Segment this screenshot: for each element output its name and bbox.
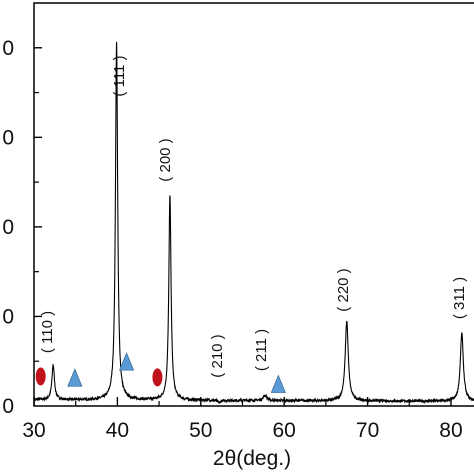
- x-tick-label: 40: [106, 419, 129, 442]
- x-tick-label: 70: [356, 419, 379, 442]
- y-tick-label: 0: [2, 395, 14, 418]
- diffraction-pattern-line: [33, 41, 474, 404]
- peak-labels: ( 110 ) ( 111 ) ( 200 ) ( 210 ) ( 211 ) ( 220…: [39, 55, 468, 377]
- red-ellipse-marker: [35, 367, 46, 386]
- y-tick-label: 0: [2, 305, 14, 328]
- peak-label: ( 111 ): [111, 55, 128, 96]
- x-tick-label: 60: [273, 419, 296, 442]
- x-tick-label: 30: [22, 419, 45, 442]
- peak-label: ( 220 ): [335, 268, 352, 311]
- plot-frame: [33, 2, 474, 407]
- axes: 30 40 50 60 70 80 0 0 0 0 0: [2, 2, 474, 442]
- peak-label: ( 200 ): [157, 138, 174, 181]
- y-tick-label: 0: [2, 37, 14, 60]
- y-tick-label: 0: [2, 216, 14, 239]
- peak-label: ( 311 ): [451, 277, 468, 319]
- blue-triangle-marker: [270, 374, 286, 393]
- blue-triangle-marker: [118, 352, 135, 371]
- peak-label: ( 210 ): [209, 334, 226, 377]
- peak-label: ( 211 ): [253, 329, 270, 371]
- phase-markers: [35, 352, 286, 393]
- x-tick-label: 50: [189, 419, 212, 442]
- peak-label: ( 110 ): [39, 311, 56, 353]
- x-axis-title: 2θ(deg.): [213, 447, 291, 470]
- blue-triangle-marker: [67, 368, 83, 387]
- x-tick-label: 80: [439, 419, 462, 442]
- y-tick-label: 0: [2, 126, 14, 149]
- red-ellipse-marker: [152, 368, 163, 387]
